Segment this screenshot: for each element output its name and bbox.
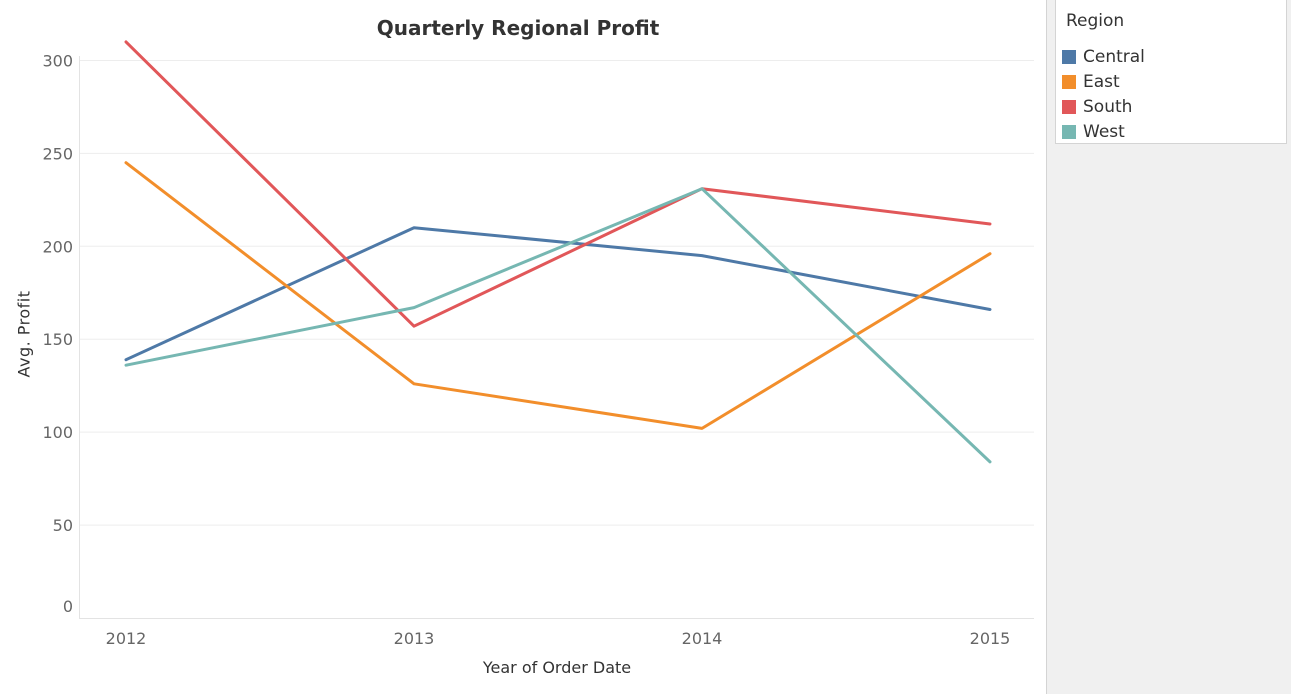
y-tick-labels: 0 50 100 150 200 250 300	[42, 51, 73, 616]
chart-title: Quarterly Regional Profit	[376, 16, 660, 40]
y-tick-label: 300	[42, 51, 73, 70]
legend-title: Region	[1066, 11, 1125, 31]
series-line-south[interactable]	[124, 40, 992, 328]
y-tick-label: 0	[63, 597, 73, 616]
legend-item-east[interactable]: East	[1062, 69, 1145, 94]
series-line-central[interactable]	[124, 226, 992, 362]
x-tick-label: 2014	[682, 629, 723, 648]
legend-swatch-west	[1062, 124, 1076, 139]
y-tick-label: 200	[42, 237, 73, 256]
series-line-east[interactable]	[124, 161, 992, 430]
legend-label: East	[1083, 71, 1120, 92]
x-tick-label: 2015	[970, 629, 1011, 648]
legend-label: Central	[1083, 46, 1145, 67]
x-tick-label: 2012	[106, 629, 147, 648]
x-axis-label: Year of Order Date	[482, 658, 632, 677]
series-lines	[124, 40, 992, 464]
chart-area: 0 50 100 150 200 250 300 2012 2013 2014 2015 Quar…	[14, 16, 1034, 677]
legend-item-central[interactable]: Central	[1062, 44, 1145, 69]
series-line-west[interactable]	[124, 187, 992, 464]
line-chart: 0 50 100 150 200 250 300 2012 2013 2014 2015	[42, 40, 1034, 648]
x-tick-label: 2013	[394, 629, 435, 648]
axes	[79, 56, 1034, 619]
x-tick-labels: 2012 2013 2014 2015	[106, 629, 1011, 648]
y-tick-label: 100	[42, 423, 73, 442]
legend: Region Central East South West	[1055, 0, 1287, 144]
y-tick-label: 150	[42, 330, 73, 349]
legend-items: Central East South West	[1062, 44, 1145, 144]
legend-swatch-central	[1062, 49, 1076, 64]
gridlines	[80, 59, 1034, 526]
legend-label: South	[1083, 96, 1133, 117]
y-axis-label: Avg. Profit	[14, 290, 34, 378]
legend-label: West	[1083, 121, 1125, 142]
legend-item-west[interactable]: West	[1062, 119, 1145, 144]
y-tick-label: 250	[42, 144, 73, 163]
y-tick-label: 50	[53, 516, 73, 535]
legend-swatch-south	[1062, 99, 1076, 114]
legend-swatch-east	[1062, 74, 1076, 89]
legend-item-south[interactable]: South	[1062, 94, 1145, 119]
